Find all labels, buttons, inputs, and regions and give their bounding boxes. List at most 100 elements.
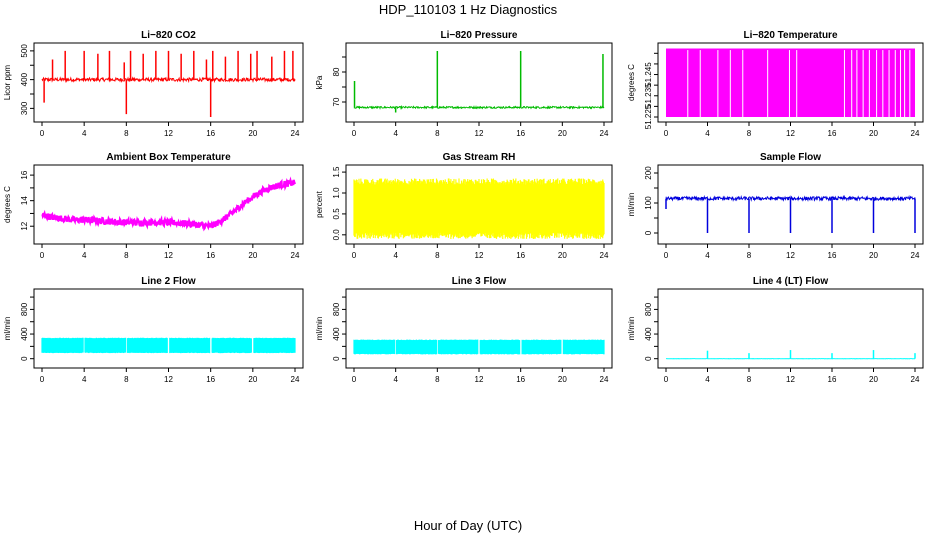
plot-frame xyxy=(33,288,304,369)
x-tick-label: 24 xyxy=(911,375,920,384)
x-tick-label: 24 xyxy=(600,129,609,138)
x-tick-label: 0 xyxy=(352,375,357,384)
panel-title: Gas Stream RH xyxy=(443,152,516,163)
series-line xyxy=(41,176,297,232)
x-tick-label: 12 xyxy=(786,375,795,384)
y-tick-label: 0.5 xyxy=(332,208,341,220)
y-tick-label: 80 xyxy=(332,67,341,76)
panel-title: Li−820 CO2 xyxy=(141,30,196,41)
x-tick-label: 24 xyxy=(600,375,609,384)
y-tick-label: 0 xyxy=(644,356,653,361)
y-tick-label: 100 xyxy=(644,196,653,210)
panel-1: Li−820 Pressure 0 4 8 12 16 20 24 70 80 kPa xyxy=(315,30,613,138)
y-tick-label: 200 xyxy=(644,166,653,180)
x-tick-label: 20 xyxy=(869,375,878,384)
x-tick-label: 8 xyxy=(124,375,129,384)
x-tick-label: 8 xyxy=(124,129,129,138)
panel-4: Gas Stream RH 0 4 8 12 16 20 24 0.0 0.5 1.0 1.5 perc… xyxy=(315,152,613,260)
x-tick-label: 4 xyxy=(393,375,398,384)
x-tick-label: 12 xyxy=(475,251,484,260)
y-tick-label: 1.5 xyxy=(332,166,341,178)
y-tick-label: 51.235 xyxy=(644,83,653,108)
y-tick-label: 12 xyxy=(20,221,29,230)
y-axis-label: ml/min xyxy=(627,317,636,341)
y-tick-label: 16 xyxy=(20,170,29,179)
y-axis-label: percent xyxy=(315,190,324,217)
panel-6: Line 2 Flow 0 4 8 12 16 20 24 0 400 800 ml/min xyxy=(3,276,304,384)
panel-title: Line 3 Flow xyxy=(452,276,507,287)
x-tick-label: 0 xyxy=(40,129,45,138)
x-tick-label: 4 xyxy=(705,251,710,260)
plot-frame xyxy=(33,164,304,245)
y-axis-label: ml/min xyxy=(3,317,12,341)
y-tick-label: 300 xyxy=(20,101,29,115)
x-tick-label: 12 xyxy=(475,129,484,138)
y-axis-label: degrees C xyxy=(3,186,12,223)
chart-title: HDP_110103 1 Hz Diagnostics xyxy=(378,2,558,17)
x-tick-label: 16 xyxy=(206,375,215,384)
x-tick-label: 12 xyxy=(475,375,484,384)
x-tick-label: 8 xyxy=(747,129,752,138)
x-tick-label: 8 xyxy=(747,375,752,384)
panel-3: Ambient Box Temperature 0 4 8 12 16 20 24 12 14 16… xyxy=(3,152,304,260)
x-tick-label: 16 xyxy=(828,375,837,384)
y-tick-label: 500 xyxy=(20,44,29,58)
x-tick-label: 4 xyxy=(82,375,87,384)
x-tick-label: 16 xyxy=(206,251,215,260)
panel-5: Sample Flow 0 4 8 12 16 20 24 0 100 200 ml/min xyxy=(627,152,924,260)
y-axis-label: kPa xyxy=(315,75,324,89)
y-tick-label: 0.0 xyxy=(332,229,341,241)
x-tick-label: 0 xyxy=(664,375,669,384)
x-tick-label: 24 xyxy=(600,251,609,260)
x-tick-label: 24 xyxy=(911,251,920,260)
x-tick-label: 24 xyxy=(291,251,300,260)
y-axis-label: degrees C xyxy=(627,64,636,101)
x-tick-label: 8 xyxy=(435,375,440,384)
plot-frame xyxy=(345,42,613,123)
x-tick-label: 4 xyxy=(393,251,398,260)
x-tick-label: 0 xyxy=(352,251,357,260)
y-tick-label: 0 xyxy=(644,230,653,235)
y-axis-label: Licor ppm xyxy=(3,65,12,100)
plot-frame xyxy=(345,288,613,369)
y-tick-label: 800 xyxy=(332,302,341,316)
x-tick-label: 20 xyxy=(869,129,878,138)
x-tick-label: 12 xyxy=(786,129,795,138)
x-tick-label: 20 xyxy=(248,251,257,260)
y-tick-label: 400 xyxy=(332,327,341,341)
x-tick-label: 20 xyxy=(558,129,567,138)
y-axis-label: ml/min xyxy=(627,193,636,217)
x-tick-label: 24 xyxy=(291,375,300,384)
panel-title: Line 4 (LT) Flow xyxy=(753,276,829,287)
x-tick-label: 20 xyxy=(869,251,878,260)
x-tick-label: 8 xyxy=(124,251,129,260)
y-tick-label: 14 xyxy=(20,196,29,205)
panel-title: Li−820 Temperature xyxy=(743,30,837,41)
y-tick-label: 400 xyxy=(644,327,653,341)
x-tick-label: 16 xyxy=(516,129,525,138)
x-tick-label: 12 xyxy=(164,375,173,384)
panel-7: Line 3 Flow 0 4 8 12 16 20 24 0 400 800 ml/min xyxy=(315,276,613,384)
y-tick-label: 800 xyxy=(20,302,29,316)
series-fill xyxy=(666,49,915,117)
x-tick-label: 8 xyxy=(435,251,440,260)
x-tick-label: 24 xyxy=(911,129,920,138)
x-tick-label: 24 xyxy=(291,129,300,138)
panel-title: Sample Flow xyxy=(760,152,821,163)
series-line xyxy=(353,104,605,111)
y-tick-label: 1.0 xyxy=(332,187,341,199)
y-tick-label: 800 xyxy=(644,302,653,316)
panel-title: Ambient Box Temperature xyxy=(106,152,231,163)
x-tick-label: 12 xyxy=(164,251,173,260)
x-tick-label: 16 xyxy=(828,251,837,260)
x-tick-label: 16 xyxy=(206,129,215,138)
panel-title: Line 2 Flow xyxy=(141,276,196,287)
panel-2: Li−820 Temperature 0 4 8 12 16 20 24 51.22551.23… xyxy=(627,30,924,138)
x-tick-label: 20 xyxy=(558,251,567,260)
x-tick-label: 4 xyxy=(393,129,398,138)
x-tick-label: 12 xyxy=(164,129,173,138)
panel-title: Li−820 Pressure xyxy=(441,30,518,41)
x-tick-label: 16 xyxy=(828,129,837,138)
x-tick-label: 20 xyxy=(558,375,567,384)
